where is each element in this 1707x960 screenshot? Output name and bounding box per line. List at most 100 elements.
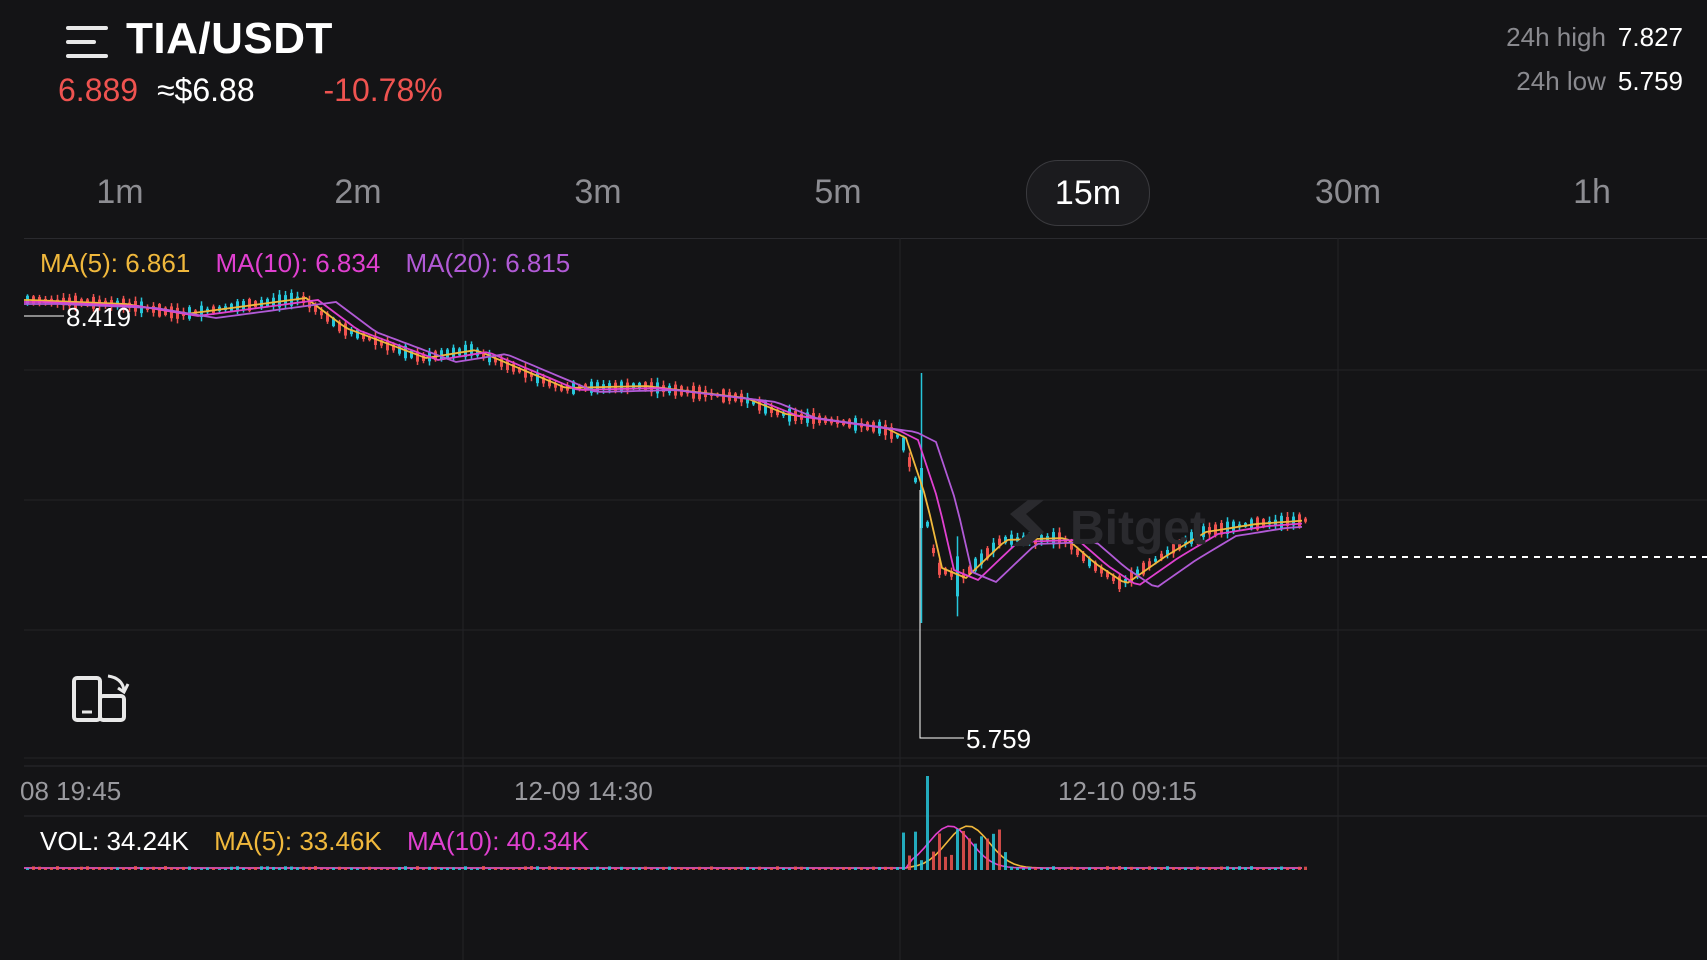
ma10-legend: MA(10): 6.834 [215, 248, 381, 278]
candle-body-77 [482, 351, 485, 359]
candle-body-193 [1178, 540, 1181, 550]
header: TIA/USDT 6.889 ≈$6.88 -10.78% 24h high 7… [0, 0, 1707, 140]
volume-bar-182 [1112, 866, 1115, 870]
volume-bar-122 [752, 868, 755, 870]
volume-bar-213 [1298, 866, 1301, 870]
tab-1h[interactable]: 1h [1573, 173, 1611, 211]
volume-bar-186 [1136, 868, 1139, 870]
menu-icon[interactable] [66, 24, 108, 60]
volume-bar-62 [392, 868, 395, 870]
volume-bar-20 [140, 867, 143, 870]
candle-body-144 [884, 424, 887, 436]
volume-bar-80 [500, 868, 503, 870]
low-label: 24h low [1516, 66, 1606, 96]
price-change: -10.78% [323, 72, 443, 108]
price-row: 6.889 ≈$6.88 -10.78% [58, 72, 443, 109]
volume-bar-77 [482, 866, 485, 870]
candle-body-180 [1100, 567, 1103, 574]
candle-body-65 [410, 350, 413, 358]
candle-body-146 [896, 434, 899, 438]
volume-bar-53 [338, 866, 341, 870]
candle-body-57 [362, 333, 365, 340]
volume-bar-82 [512, 868, 515, 870]
volume-bar-112 [692, 868, 695, 870]
low-marker-label: 5.759 [966, 724, 1032, 754]
tab-2m[interactable]: 2m [334, 173, 382, 211]
volume-bar-178 [1088, 867, 1091, 870]
volume-bar-18 [128, 868, 131, 870]
volume-bar-204 [1244, 867, 1247, 870]
volume-bar-25 [170, 867, 173, 870]
candle-body-64 [404, 345, 407, 359]
tab-1m[interactable]: 1m [96, 173, 144, 211]
volume-bar-8 [68, 868, 71, 870]
volume-bar-1 [26, 868, 29, 870]
candle-body-159 [974, 558, 977, 571]
volume-bar-10 [80, 866, 83, 870]
watermark-text: Bitget [1070, 502, 1206, 555]
interval-tabs: 1m 2m 3m 5m 15m 30m 1h [0, 160, 1707, 226]
volume-bar-107 [662, 866, 665, 870]
volume-bar-46 [296, 867, 299, 870]
candlestick-chart[interactable] [0, 238, 1707, 960]
tab-15m[interactable]: 15m [1026, 160, 1150, 226]
volume-bar-41 [266, 866, 269, 870]
volume-bar-96 [596, 866, 599, 870]
candle-body-153 [938, 562, 941, 575]
grid [24, 238, 1707, 960]
candle-body-194 [1184, 539, 1187, 544]
volume-bar-113 [698, 866, 701, 870]
volume-bar-185 [1130, 866, 1133, 870]
pair-title[interactable]: TIA/USDT [126, 14, 333, 63]
volume-bar-101 [626, 868, 629, 870]
volume-bar-47 [302, 866, 305, 870]
volume-bar-135 [830, 867, 833, 870]
volume-bar-28 [188, 866, 191, 870]
volume-bar-139 [854, 867, 857, 870]
volume-bar-145 [890, 866, 893, 870]
volume-bar-167 [1022, 868, 1025, 870]
volume-bars [26, 776, 1307, 870]
high-marker-label: 8.419 [66, 302, 132, 332]
volume-bar-144 [884, 866, 887, 870]
volume-bar-13 [98, 867, 101, 870]
volume-bar-29 [194, 868, 197, 870]
tab-3m[interactable]: 3m [574, 173, 622, 211]
volume-bar-177 [1082, 868, 1085, 870]
volume-bar-90 [560, 868, 563, 870]
candle-body-187 [1142, 562, 1145, 575]
volume-bar-180 [1100, 868, 1103, 870]
candle-body-190 [1160, 553, 1163, 559]
volume-bar-36 [236, 866, 239, 870]
volume-bar-119 [734, 867, 737, 870]
volume-bar-104 [644, 866, 647, 870]
volume-bar-179 [1094, 868, 1097, 870]
volume-bar-24 [164, 866, 167, 870]
tab-30m[interactable]: 30m [1314, 173, 1382, 211]
rotate-screen-button[interactable] [70, 670, 132, 726]
volume-bar-108 [668, 866, 671, 870]
volume-bar-150 [920, 860, 923, 870]
candle-body-174 [1064, 539, 1067, 544]
volume-bar-7 [62, 868, 65, 870]
volume-bar-146 [896, 867, 899, 870]
volume-bar-75 [470, 868, 473, 870]
volume-bar-83 [518, 868, 521, 870]
candle-body-83 [518, 368, 521, 373]
tab-5m[interactable]: 5m [814, 173, 862, 211]
volume-bar-160 [980, 836, 983, 870]
volume-bar-121 [746, 867, 749, 870]
volume-bar-131 [806, 867, 809, 870]
volume-bar-116 [716, 868, 719, 870]
candle-body-53 [338, 321, 341, 332]
volume-bar-153 [938, 833, 941, 870]
volume-bar-118 [728, 868, 731, 870]
volume-bar-40 [260, 866, 263, 870]
volume-bar-188 [1148, 866, 1151, 870]
volume-bar-102 [632, 867, 635, 870]
volume-legend: VOL: 34.24K MA(5): 33.46K MA(10): 40.34K [40, 826, 607, 857]
volume-bar-54 [344, 867, 347, 870]
candle-body-185 [1130, 571, 1133, 583]
volume-bar-15 [110, 867, 113, 870]
ma20-line [24, 301, 1303, 588]
